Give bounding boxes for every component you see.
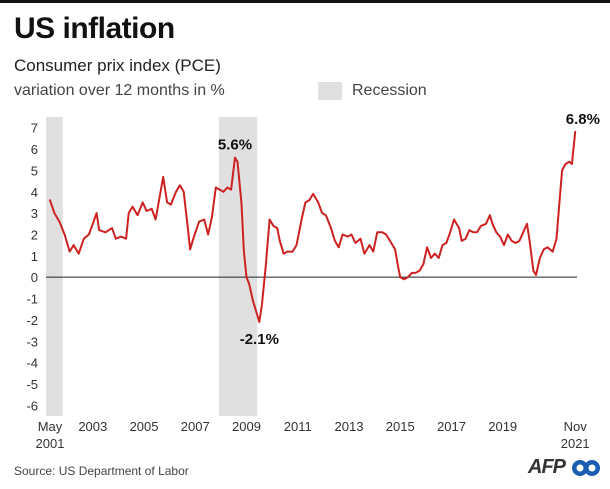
x-tick-label: 2017 <box>437 419 466 434</box>
annotation-label: 5.6% <box>218 137 252 154</box>
y-tick-label: -1 <box>26 292 38 307</box>
afp-logo: AFP <box>528 456 600 480</box>
afp-logo-text: AFP <box>528 456 566 478</box>
chart-subtitle: Consumer prix index (PCE) <box>14 56 221 75</box>
x-tick-label: 2007 <box>181 419 210 434</box>
y-tick-label: 7 <box>31 121 38 136</box>
x-tick-label: 2013 <box>335 419 364 434</box>
top-rule <box>0 0 610 3</box>
x-tick-label: Nov <box>564 419 588 434</box>
x-tick-sublabel: 2021 <box>561 436 590 451</box>
chart-title: US inflation <box>14 12 175 45</box>
x-tick-sublabel: 2001 <box>36 436 65 451</box>
x-tick-label: 2003 <box>78 419 107 434</box>
y-tick-label: 5 <box>31 163 38 178</box>
x-tick-label: May <box>38 419 63 434</box>
pce-inflation-line <box>49 130 577 323</box>
recession-legend-label: Recession <box>352 82 427 99</box>
x-tick-label: 2011 <box>284 419 312 434</box>
x-tick-label: 2019 <box>488 419 517 434</box>
y-tick-label: -5 <box>26 377 38 392</box>
x-tick-label: 2009 <box>232 419 261 434</box>
y-tick-label: -4 <box>26 356 38 371</box>
y-tick-label: 6 <box>31 142 38 157</box>
y-tick-label: 1 <box>31 249 38 264</box>
y-tick-label: -2 <box>26 313 38 328</box>
x-tick-label: 2015 <box>386 419 415 434</box>
recession-legend-swatch <box>318 82 342 100</box>
annotation-label: 6.8% <box>566 111 600 128</box>
y-tick-label: 4 <box>31 185 38 200</box>
afp-logo-icon <box>572 460 600 476</box>
y-tick-label: -3 <box>26 334 38 349</box>
x-tick-label: 2005 <box>130 419 159 434</box>
y-tick-label: 2 <box>31 227 38 242</box>
annotation-label: -2.1% <box>240 331 279 348</box>
y-tick-label: 3 <box>31 206 38 221</box>
y-tick-label: 0 <box>31 270 38 285</box>
y-tick-label: -6 <box>26 398 38 413</box>
source-note: Source: US Department of Labor <box>14 464 189 478</box>
unit-label: variation over 12 months in % <box>14 82 225 99</box>
recession-band-1 <box>46 117 63 416</box>
